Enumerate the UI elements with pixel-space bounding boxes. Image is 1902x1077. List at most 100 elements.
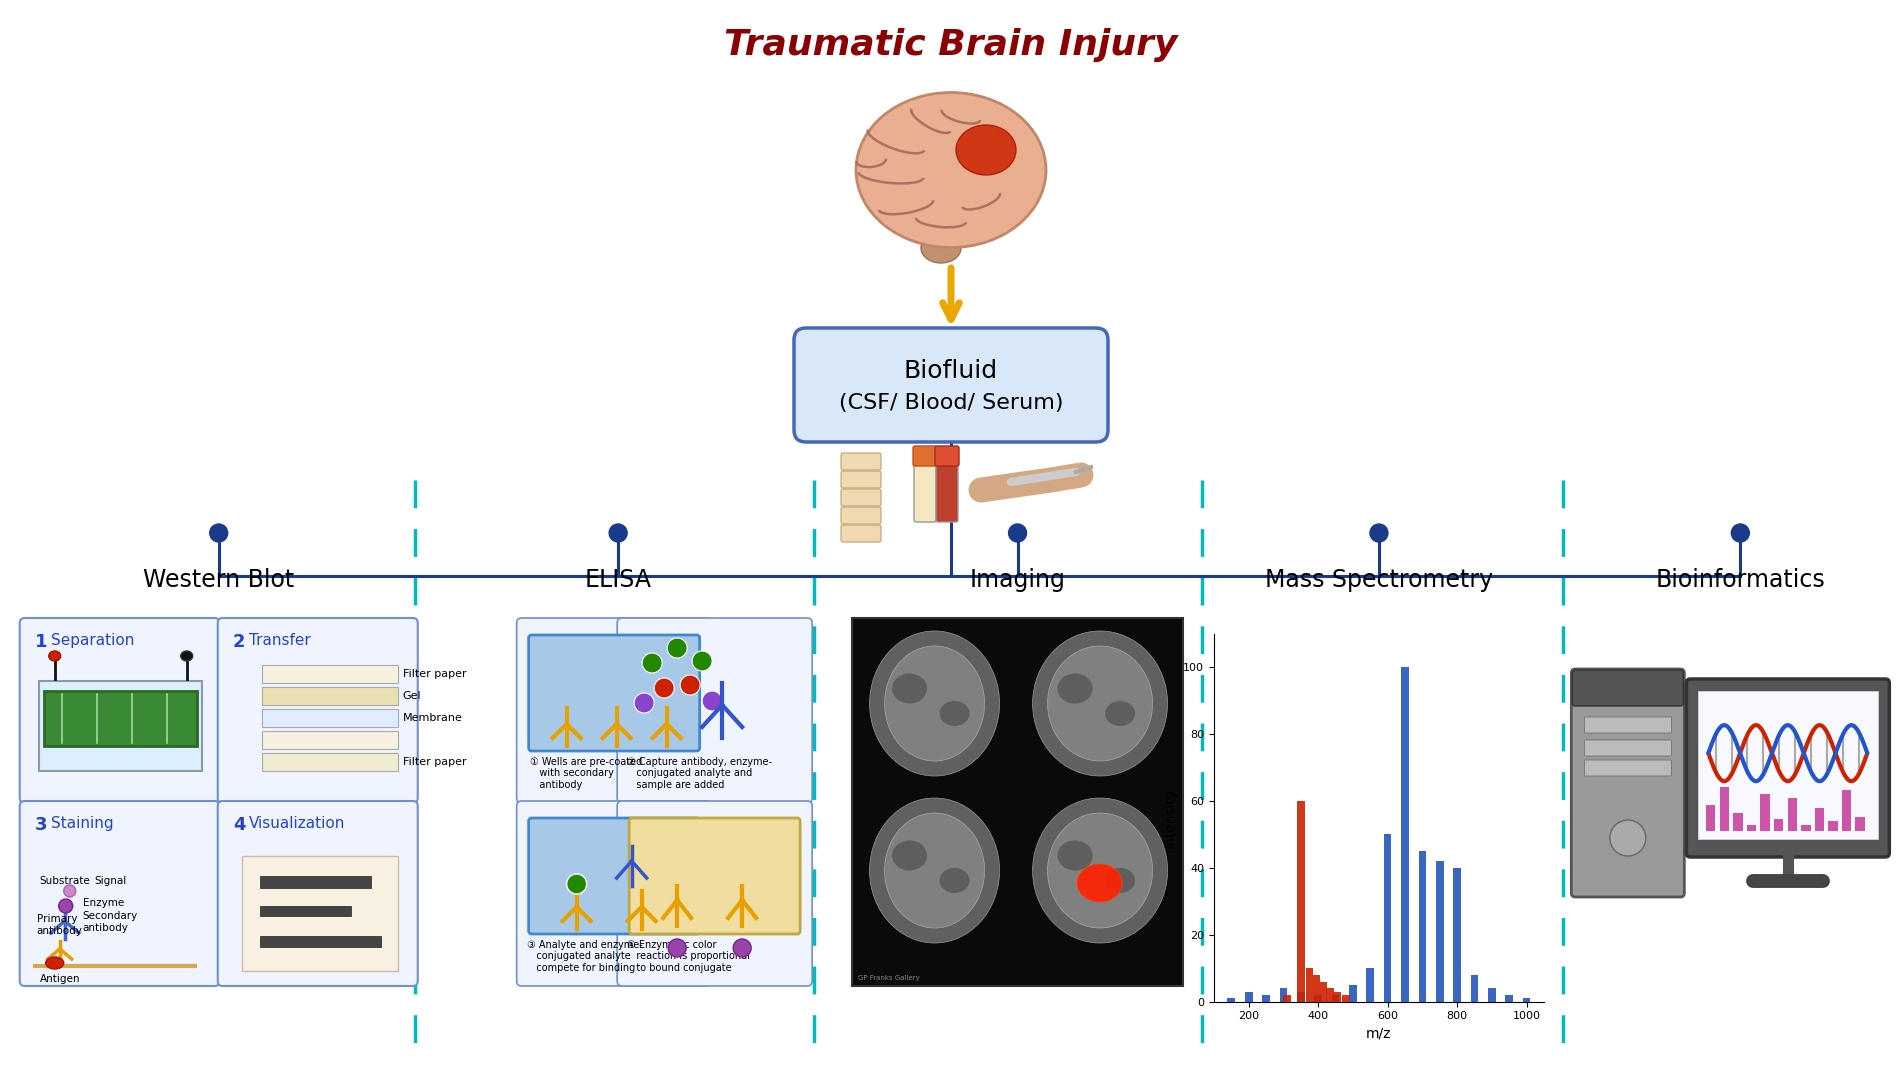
Text: Bioinformatics: Bioinformatics [1655,568,1826,592]
Text: 2: 2 [232,633,245,651]
Bar [1297,801,1305,1002]
FancyBboxPatch shape [841,524,881,542]
Bar [1524,998,1531,1002]
Text: Biofluid: Biofluid [903,359,999,383]
Circle shape [643,653,662,673]
FancyBboxPatch shape [1815,808,1824,831]
Circle shape [1609,820,1645,856]
Bar [1331,995,1339,1002]
FancyBboxPatch shape [1584,717,1672,733]
FancyBboxPatch shape [19,618,221,803]
Bar [1314,995,1322,1002]
Bar [1366,968,1373,1002]
Bar [1326,989,1333,1002]
FancyBboxPatch shape [261,936,380,948]
Circle shape [567,875,586,894]
Bar [1436,862,1444,1002]
Bar [1470,975,1478,1002]
Text: ELISA: ELISA [584,568,652,592]
FancyBboxPatch shape [262,709,398,727]
Ellipse shape [940,868,970,893]
FancyBboxPatch shape [262,665,398,683]
Ellipse shape [1048,813,1153,928]
FancyBboxPatch shape [616,618,812,803]
FancyBboxPatch shape [529,635,700,751]
Text: ② Capture antibody, enzyme-
   conjugated analyte and
   sample are added: ② Capture antibody, enzyme- conjugated a… [628,757,772,791]
Bar [1402,667,1409,1002]
Ellipse shape [1105,868,1135,893]
FancyBboxPatch shape [1746,825,1756,831]
FancyBboxPatch shape [262,730,398,750]
Text: ③ Analyte and enzyme-
   conjugated analyte
   compete for binding: ③ Analyte and enzyme- conjugated analyte… [527,940,643,973]
FancyBboxPatch shape [1571,669,1685,897]
Bar [1385,835,1392,1002]
Text: Filter paper: Filter paper [403,669,466,679]
Text: 4: 4 [232,816,245,834]
Circle shape [681,675,700,695]
Ellipse shape [869,631,1000,777]
FancyBboxPatch shape [1841,791,1851,831]
Text: Membrane: Membrane [403,713,462,723]
Ellipse shape [1058,840,1092,870]
Ellipse shape [1033,798,1168,943]
Bar [1320,981,1328,1002]
Text: Signal: Signal [95,876,127,886]
Circle shape [654,679,673,698]
Text: GP Franks Gallery: GP Franks Gallery [858,975,919,981]
FancyBboxPatch shape [1801,825,1811,831]
Text: (CSF/ Blood/ Serum): (CSF/ Blood/ Serum) [839,393,1063,412]
Ellipse shape [49,651,61,661]
FancyBboxPatch shape [261,906,352,917]
FancyBboxPatch shape [1687,679,1889,857]
Ellipse shape [1033,631,1168,777]
FancyBboxPatch shape [44,690,198,746]
Text: 1: 1 [34,633,48,651]
FancyBboxPatch shape [1719,787,1729,831]
Text: Visualization: Visualization [249,816,344,831]
FancyBboxPatch shape [242,856,398,971]
Text: Substrate: Substrate [40,876,91,886]
Bar [1305,968,1312,1002]
FancyBboxPatch shape [1584,760,1672,777]
Bar [1453,868,1461,1002]
FancyBboxPatch shape [262,687,398,705]
Text: Separation: Separation [51,633,135,648]
Text: Secondary
antibody: Secondary antibody [82,911,139,933]
Bar [1343,995,1350,1002]
Ellipse shape [940,701,970,726]
Circle shape [1731,524,1750,542]
Circle shape [633,693,654,713]
Text: Staining: Staining [51,816,114,831]
Text: Transfer: Transfer [249,633,310,648]
FancyBboxPatch shape [616,801,812,987]
Text: Traumatic Brain Injury: Traumatic Brain Injury [725,28,1177,62]
FancyBboxPatch shape [261,876,371,889]
Ellipse shape [1048,646,1153,761]
Text: Mass Spectrometry: Mass Spectrometry [1265,568,1493,592]
Ellipse shape [869,798,1000,943]
FancyBboxPatch shape [529,819,700,934]
Bar [1312,975,1320,1002]
FancyBboxPatch shape [841,471,881,488]
Bar [1349,984,1356,1002]
FancyBboxPatch shape [40,681,202,771]
FancyBboxPatch shape [936,460,959,522]
FancyBboxPatch shape [1761,794,1769,831]
Circle shape [668,638,687,658]
Text: Filter paper: Filter paper [403,757,466,767]
Y-axis label: Intensity: Intensity [1164,787,1177,848]
FancyBboxPatch shape [1733,813,1742,831]
Ellipse shape [884,646,985,761]
Bar [1504,995,1512,1002]
Circle shape [609,524,628,542]
FancyBboxPatch shape [19,801,221,987]
FancyBboxPatch shape [1706,806,1716,831]
FancyBboxPatch shape [841,453,881,470]
Ellipse shape [856,93,1046,248]
Bar [1263,995,1271,1002]
Circle shape [668,939,687,957]
FancyBboxPatch shape [915,460,936,522]
FancyBboxPatch shape [841,507,881,524]
FancyBboxPatch shape [852,618,1183,987]
Bar [1284,995,1291,1002]
